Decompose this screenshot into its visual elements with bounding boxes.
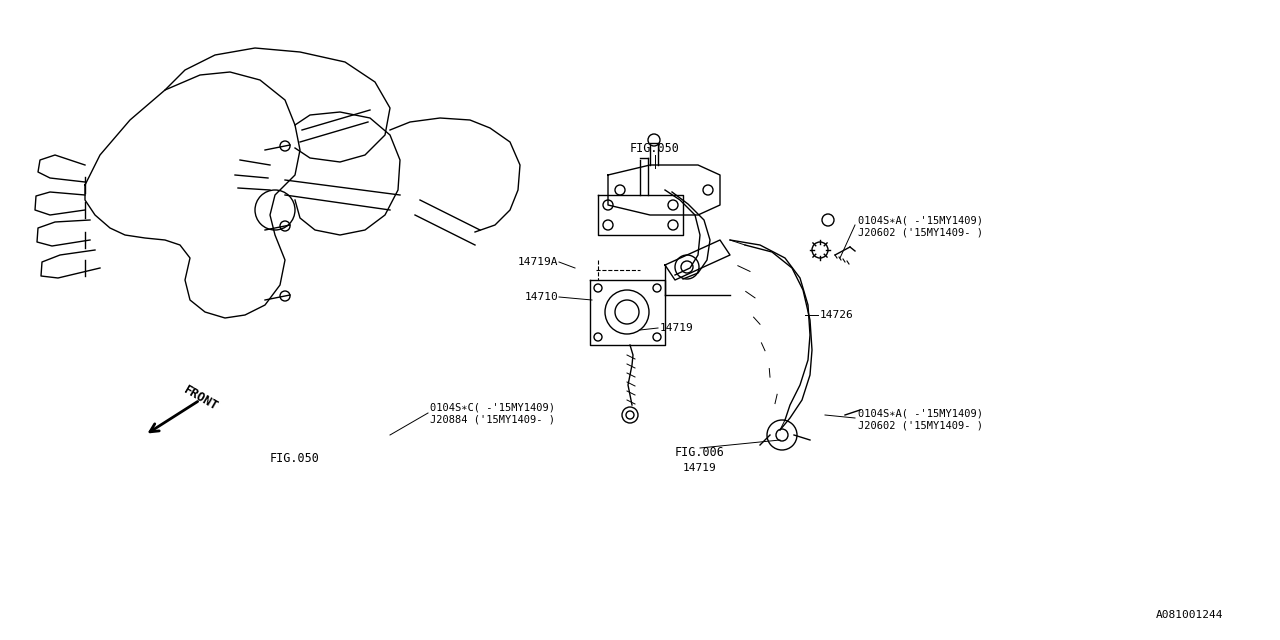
Text: 0104S∗A( -'15MY1409): 0104S∗A( -'15MY1409) — [858, 408, 983, 418]
Text: 14719A: 14719A — [517, 257, 558, 267]
Text: J20884 ('15MY1409- ): J20884 ('15MY1409- ) — [430, 415, 556, 425]
Text: FRONT: FRONT — [180, 383, 220, 413]
Text: J20602 ('15MY1409- ): J20602 ('15MY1409- ) — [858, 420, 983, 430]
Text: FIG.050: FIG.050 — [630, 141, 680, 154]
Text: 0104S∗A( -'15MY1409): 0104S∗A( -'15MY1409) — [858, 215, 983, 225]
Text: 14710: 14710 — [525, 292, 558, 302]
Text: A081001244: A081001244 — [1156, 610, 1224, 620]
Text: FIG.006: FIG.006 — [675, 447, 724, 460]
Text: 14719: 14719 — [684, 463, 717, 473]
Text: FIG.050: FIG.050 — [270, 451, 320, 465]
Text: 14719: 14719 — [660, 323, 694, 333]
Text: J20602 ('15MY1409- ): J20602 ('15MY1409- ) — [858, 227, 983, 237]
Text: 0104S∗C( -'15MY1409): 0104S∗C( -'15MY1409) — [430, 403, 556, 413]
Text: 14726: 14726 — [820, 310, 854, 320]
